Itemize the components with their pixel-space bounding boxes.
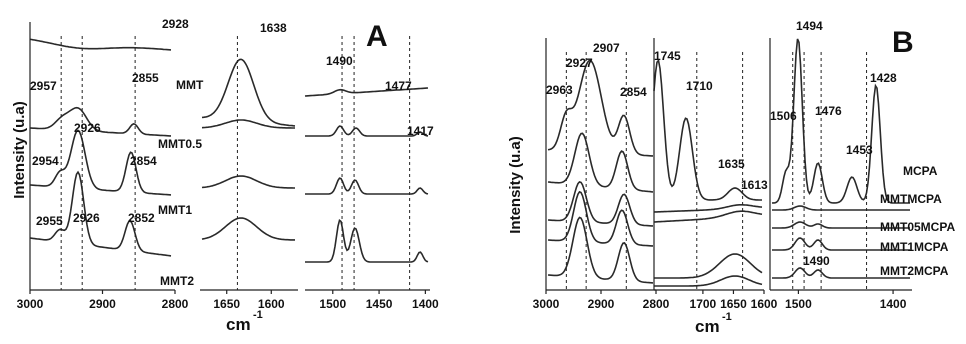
curve-a-mmt2-ring [305, 219, 429, 263]
series-label-mmt2: MMT2 [160, 274, 194, 288]
peak-label-b-2-1: 1506 [770, 109, 797, 123]
peak-label-b-1-1: 1710 [686, 79, 713, 93]
x-tick-label-b-2-1: 1400 [880, 297, 907, 311]
x-tick-label-a-0-1: 2900 [89, 297, 116, 311]
peak-label-a-0-5: 2854 [130, 154, 157, 168]
peak-label-a-2-1: 1477 [385, 79, 412, 93]
peak-label-b-1-2: 1635 [718, 157, 745, 171]
spectra-curves [29, 38, 910, 287]
series-label-mmt: MMT [176, 78, 204, 92]
curve-b-mmt1mcpa-co [654, 253, 763, 279]
tick-labels: 3000 2900 2800 1650 1600 1500 1450 1400 3000 2900… [17, 297, 907, 311]
peak-label-a-2-0: 1490 [326, 54, 353, 68]
series-label-mmt0-5: MMT0.5 [158, 137, 202, 151]
curve-b-mcpa-ch [547, 59, 653, 157]
x-axis-label-a: cm [226, 315, 251, 334]
curve-b-mmt2mcpa-ch [547, 216, 654, 284]
curve-a-mmt1-ring [305, 177, 429, 195]
curve-a-mmt05-ring [305, 125, 429, 137]
peak-label-b-2-0: 1494 [796, 19, 823, 33]
curve-a-mmt1-oh [201, 175, 295, 189]
x-tick-label-a-2-2: 1400 [412, 297, 439, 311]
x-tick-label-b-1-0: 1700 [690, 297, 717, 311]
curve-a-mmt1-ch [29, 129, 172, 196]
peak-label-a-0-3: 2926 [74, 121, 101, 135]
curve-b-mmt05mcpa-co [653, 210, 763, 223]
curve-b-mmt1mcpa-ring [772, 237, 910, 251]
peak-label-a-0-4: 2954 [32, 154, 59, 168]
peak-label-b-0-3: 2854 [620, 85, 647, 99]
peak-label-a-0-6: 2955 [36, 214, 63, 228]
y-axis-label-a: Intensity (u.a) [11, 101, 28, 199]
panel-letter-b: B [892, 26, 914, 59]
x-axis-label-b-exponent: -1 [722, 311, 732, 323]
peak-label-b-0-1: 2927 [566, 56, 593, 70]
peak-label-b-0-2: 2907 [593, 41, 620, 55]
curve-a-mmt-oh [201, 58, 296, 127]
x-tick-label-b-0-2: 2800 [643, 297, 670, 311]
peak-label-a-0-2: 2957 [30, 79, 57, 93]
axes [29, 22, 912, 294]
series-label-mmtmcpa: MMTMCPA [880, 192, 942, 206]
x-tick-label-a-0-2: 2800 [162, 297, 189, 311]
series-label-mmt05mcpa: MMT05MCPA [880, 220, 955, 234]
curve-b-mmt1mcpa-ch [547, 190, 653, 247]
x-axis-label-a-exponent: -1 [253, 309, 263, 321]
series-label-mcpa: MCPA [903, 164, 938, 178]
peak-label-a-0-0: 2928 [162, 17, 189, 31]
peak-label-a-0-8: 2852 [128, 211, 155, 225]
peak-label-a-2-2: 1417 [407, 124, 434, 138]
x-axis-label-b: cm [695, 317, 720, 336]
x-tick-label-a-0-0: 3000 [17, 297, 44, 311]
curve-a-mmt-ring [304, 87, 429, 97]
curve-b-mmt2mcpa-ring [772, 267, 910, 279]
x-tick-label-a-2-1: 1450 [366, 297, 393, 311]
series-label-mmt1: MMT1 [158, 203, 192, 217]
curve-b-mmtmcpa-co [653, 204, 763, 213]
x-tick-label-b-0-1: 2900 [588, 297, 615, 311]
peak-label-b-2-3: 1453 [846, 143, 873, 157]
peak-label-b-1-3: 1613 [741, 178, 768, 192]
curve-b-mcpa-co [653, 58, 762, 201]
curve-a-mmt05-ch [29, 106, 171, 137]
peak-label-a-0-7: 2926 [73, 211, 100, 225]
peak-label-b-2-4: 1428 [870, 71, 897, 85]
curve-a-mmt2-oh [201, 217, 295, 241]
curve-b-mmt2mcpa-co [654, 275, 763, 287]
x-tick-label-b-1-2: 1600 [751, 297, 778, 311]
peak-annotations: 2928 2855 2957 2926 2954 2854 2955 2926 2852 1638… [30, 17, 897, 268]
curve-b-mmtmcpa-ch [547, 132, 654, 193]
curve-b-mmt05mcpa-ring [772, 221, 910, 229]
curve-a-mmt05-oh [201, 119, 295, 129]
y-axis-label-b: Intensity (u.a) [507, 136, 524, 234]
x-tick-label-a-1-1: 1600 [258, 297, 285, 311]
series-labels: MMT MMT0.5 MMT1 MMT2 MCPA MMTMCPA MMT05M… [158, 78, 955, 288]
peak-label-b-2-5: 1490 [803, 254, 830, 268]
reference-lines [60, 36, 868, 290]
x-tick-label-a-1-0: 1650 [213, 297, 240, 311]
curve-a-mmt-ch [29, 38, 172, 51]
x-tick-label-a-2-0: 1500 [319, 297, 346, 311]
series-label-mmt1mcpa: MMT1MCPA [880, 240, 949, 254]
x-tick-label-b-0-0: 3000 [533, 297, 560, 311]
peak-label-b-2-2: 1476 [815, 104, 842, 118]
peak-label-b-1-0: 1745 [654, 49, 681, 63]
curve-b-mmtmcpa-ring [772, 205, 910, 211]
series-label-mmt2mcpa: MMT2MCPA [880, 264, 949, 278]
peak-label-a-0-1: 2855 [132, 71, 159, 85]
x-tick-label-b-2-0: 1500 [785, 297, 812, 311]
peak-label-a-1-0: 1638 [260, 21, 287, 35]
peak-label-b-0-0: 2963 [546, 83, 573, 97]
x-tick-label-b-1-1: 1650 [720, 297, 747, 311]
panel-letter-a: A [366, 20, 388, 53]
curve-a-mmt2-ch [29, 170, 172, 257]
curve-b-mmt05mcpa-ch [547, 180, 653, 227]
curve-b-mcpa-ring [771, 38, 910, 204]
